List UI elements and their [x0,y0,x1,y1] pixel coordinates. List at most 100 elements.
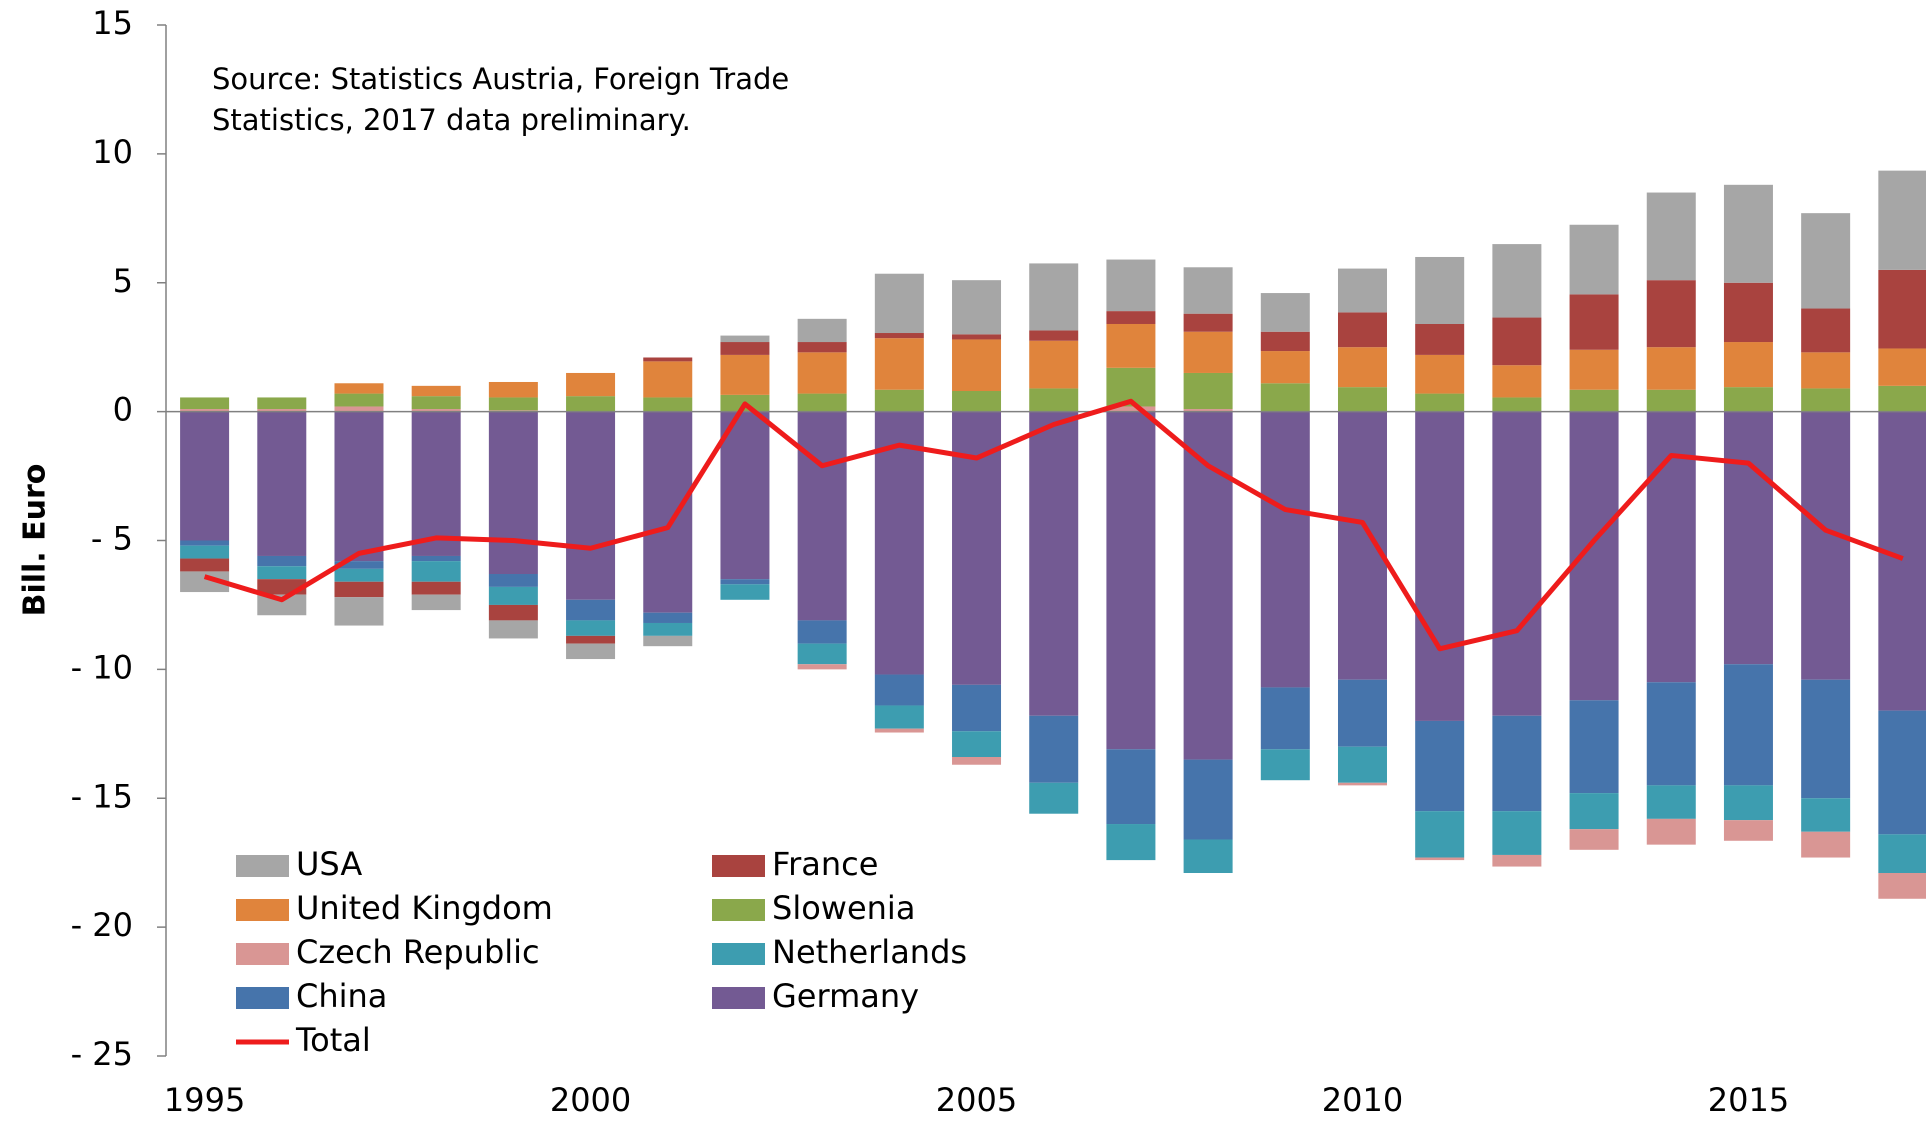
bar-segment [1260,687,1310,750]
bar-segment [1723,342,1773,388]
bar-segment [643,612,693,623]
bar-segment [1337,347,1387,388]
bar-segment [1801,308,1851,353]
bar-segment [1415,393,1465,412]
source-note: Source: Statistics Austria, Foreign Trad… [212,62,789,96]
bar-segment [1492,411,1542,716]
bar-segment [952,334,1002,340]
bar-segment [1183,372,1233,410]
bar-segment [566,411,616,600]
bar-segment [488,574,538,587]
bar-segment [720,411,770,580]
y-tick-label: 0 [113,391,133,429]
bar-segment [797,318,847,343]
bar-segment [1723,820,1773,841]
bar-segment [874,674,924,706]
bar-segment [411,385,461,397]
bar-segment [566,643,616,660]
bar-segment [643,622,693,636]
bar-segment [257,594,307,616]
bar-segment [720,579,770,585]
bar-segment [1183,759,1233,840]
bar-segment [1878,170,1926,270]
bar-segment [1029,330,1079,341]
bar-segment [1569,411,1619,701]
bar-segment [1801,411,1851,680]
bar-segment [1646,389,1696,412]
bar-segment [952,391,1002,412]
legend-label: United Kingdom [296,889,553,927]
bar-segment [1646,818,1696,845]
bar-segment [797,664,847,670]
bar-segment [1029,715,1079,783]
bar-segment [1183,409,1233,412]
bar-segment [1337,312,1387,348]
bar-segment [1260,749,1310,781]
bar-segment [797,342,847,353]
bar-segment [1646,682,1696,786]
legend-label: Slowenia [772,889,915,927]
bar-segment [1569,700,1619,794]
bar-segment [874,389,924,412]
bar-segment [720,354,770,395]
bar-segment [1878,834,1926,873]
x-tick-label: 2005 [936,1081,1017,1119]
bar-segment [797,352,847,394]
bar-segment [1492,397,1542,412]
bar-segment [566,372,616,397]
bar-segment [334,568,384,582]
bar-segment [488,604,538,621]
bar-segment [1723,664,1773,786]
legend-label: Netherlands [772,933,967,971]
bar-segment [1106,259,1156,312]
y-tick-label: - 20 [71,906,133,944]
bar-segment [1801,798,1851,832]
bar-segment [180,558,230,572]
bar-segment [1492,244,1542,318]
bar-segment [1260,411,1310,688]
bar-segment [1492,811,1542,855]
bar-segment [797,393,847,412]
bar-segment [488,381,538,398]
legend-swatch [712,855,765,877]
bar-segment [488,620,538,639]
bar-segment [180,571,230,593]
legend-swatch [236,987,289,1009]
bar-segment [1801,352,1851,389]
bar-segment [1029,388,1079,412]
y-tick-label: - 15 [71,777,133,815]
bar-segment [1492,715,1542,812]
bar-segment [1801,831,1851,858]
bar-segment [643,361,693,398]
bar-segment [180,409,230,412]
legend-swatch [712,943,765,965]
total-line [203,398,1904,652]
bar-segment [720,335,770,343]
bar-segment [1878,385,1926,412]
bar-segment [1723,184,1773,283]
bar-segment [1260,293,1310,332]
bar-segment [1415,256,1465,324]
bar-segment [1723,411,1773,665]
bar-segment [1415,811,1465,858]
bar-segment [1878,269,1926,349]
bar-segment [411,594,461,611]
bar-segment [1723,387,1773,412]
bar-segment [1646,280,1696,348]
legend-swatch [712,899,765,921]
bar-segment [1415,354,1465,394]
bar-segment [1878,411,1926,711]
bar-segment [1029,340,1079,389]
legend-swatch [236,899,289,921]
bar-segment [874,705,924,729]
bar-segment [1801,679,1851,799]
bar-segment [1337,782,1387,786]
bar-segment [643,357,693,362]
bar-segment [874,338,924,390]
bar-segment [1183,411,1233,760]
legend-label: France [772,845,878,883]
bar-segment [1106,824,1156,861]
legend-label: Germany [772,977,919,1015]
legend-label: Total [295,1021,371,1059]
bar-segment [874,728,924,733]
